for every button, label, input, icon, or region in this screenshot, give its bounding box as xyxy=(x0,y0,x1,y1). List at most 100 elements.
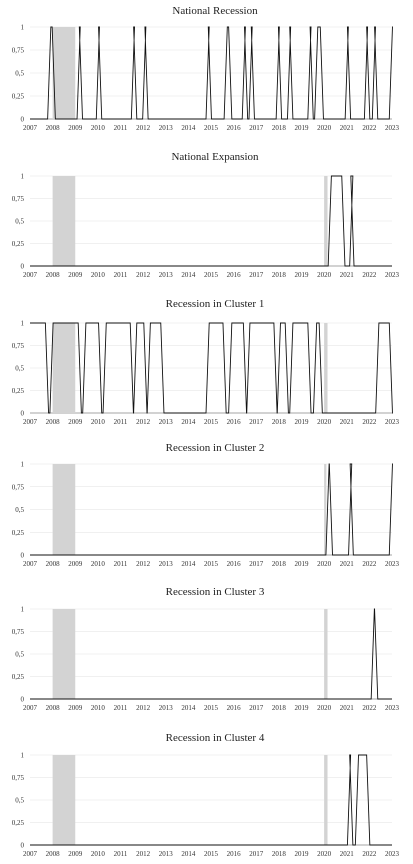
x-tick-label: 2008 xyxy=(46,704,61,712)
x-tick-label: 2012 xyxy=(136,418,151,426)
x-tick-label: 2011 xyxy=(114,271,128,279)
x-tick-label: 2022 xyxy=(362,418,377,426)
shaded-period xyxy=(324,609,328,699)
x-tick-label: 2007 xyxy=(23,850,38,858)
x-tick-label: 2008 xyxy=(46,560,61,568)
x-tick-label: 2021 xyxy=(340,704,355,712)
shaded-period xyxy=(324,323,328,413)
x-tick-label: 2014 xyxy=(181,124,196,132)
x-tick-label: 2013 xyxy=(159,850,174,858)
series-line-1 xyxy=(30,463,393,556)
x-tick-label: 2016 xyxy=(227,560,242,568)
chart-panel-4: Recession in Cluster 2 0 0,25 0,5 0,75 1 2007 2… xyxy=(12,442,400,568)
x-tick-label: 2020 xyxy=(317,418,332,426)
x-tick-label: 2007 xyxy=(23,124,38,132)
series-line-1 xyxy=(30,26,393,120)
x-tick-label: 2011 xyxy=(114,704,128,712)
shaded-period xyxy=(52,27,76,119)
x-tick-label: 2010 xyxy=(91,560,106,568)
x-tick-label: 2013 xyxy=(159,271,174,279)
x-tick-label: 2021 xyxy=(340,560,355,568)
x-tick-label: 2020 xyxy=(317,271,332,279)
x-tick-label: 2015 xyxy=(204,271,219,279)
y-tick-label: 1 xyxy=(21,24,25,32)
x-tick-label: 2012 xyxy=(136,560,151,568)
x-tick-label: 2022 xyxy=(362,271,377,279)
x-tick-label: 2021 xyxy=(340,850,355,858)
x-tick-label: 2016 xyxy=(227,271,242,279)
y-tick-label: 0,75 xyxy=(12,483,25,491)
x-tick-label: 2019 xyxy=(295,560,310,568)
chart-panel-6: Recession in Cluster 4 0 0,25 0,5 0,75 1 2007 2… xyxy=(12,732,400,858)
shaded-period xyxy=(52,464,76,555)
x-tick-label: 2015 xyxy=(204,418,219,426)
y-tick-label: 0,5 xyxy=(15,365,24,373)
y-tick-label: 0 xyxy=(21,116,25,124)
y-tick-label: 0 xyxy=(21,410,25,418)
y-tick-label: 0 xyxy=(21,696,25,704)
y-tick-label: 0,5 xyxy=(15,218,24,226)
x-tick-label: 2013 xyxy=(159,560,174,568)
y-tick-label: 0,25 xyxy=(12,819,25,827)
x-tick-label: 2018 xyxy=(272,850,287,858)
x-tick-label: 2023 xyxy=(385,850,400,858)
y-tick-label: 0,5 xyxy=(15,797,24,805)
x-tick-label: 2007 xyxy=(23,560,38,568)
x-tick-label: 2018 xyxy=(272,560,287,568)
y-tick-label: 0,25 xyxy=(12,240,25,248)
y-tick-label: 0,75 xyxy=(12,628,25,636)
x-tick-label: 2011 xyxy=(114,850,128,858)
x-tick-label: 2007 xyxy=(23,418,38,426)
x-tick-label: 2023 xyxy=(385,124,400,132)
y-tick-label: 0,75 xyxy=(12,195,25,203)
x-tick-label: 2019 xyxy=(295,850,310,858)
y-tick-label: 0,75 xyxy=(12,342,25,350)
x-tick-label: 2020 xyxy=(317,850,332,858)
chart-title: National Expansion xyxy=(171,151,259,163)
x-tick-label: 2019 xyxy=(295,418,310,426)
x-tick-label: 2017 xyxy=(249,418,264,426)
x-tick-label: 2016 xyxy=(227,704,242,712)
x-tick-label: 2016 xyxy=(227,124,242,132)
x-tick-label: 2020 xyxy=(317,124,332,132)
x-tick-label: 2017 xyxy=(249,560,264,568)
x-tick-label: 2008 xyxy=(46,271,61,279)
y-tick-label: 1 xyxy=(21,461,25,469)
x-tick-label: 2022 xyxy=(362,704,377,712)
y-tick-label: 1 xyxy=(21,173,25,181)
series-line-1 xyxy=(30,608,392,700)
x-tick-label: 2009 xyxy=(68,560,83,568)
series-line-1 xyxy=(30,754,392,846)
chart-panel-2: National Expansion 0 0,25 0,5 0,75 1 2007 2008 2… xyxy=(12,151,400,279)
x-tick-label: 2011 xyxy=(114,124,128,132)
chart-panel-1: National Recession 0 0,25 0,5 0,75 1 2007 2008 2… xyxy=(12,5,400,132)
x-tick-label: 2018 xyxy=(272,271,287,279)
x-tick-label: 2012 xyxy=(136,271,151,279)
chart-title: Recession in Cluster 2 xyxy=(166,442,265,454)
x-tick-label: 2014 xyxy=(181,418,196,426)
x-tick-label: 2021 xyxy=(340,418,355,426)
x-tick-label: 2017 xyxy=(249,271,264,279)
x-tick-label: 2010 xyxy=(91,850,106,858)
y-tick-label: 0,25 xyxy=(12,93,25,101)
y-tick-label: 1 xyxy=(21,752,25,760)
shaded-period xyxy=(324,755,328,845)
x-tick-label: 2012 xyxy=(136,124,151,132)
series-line-1 xyxy=(30,322,393,414)
x-tick-label: 2017 xyxy=(249,850,264,858)
series-line-1 xyxy=(30,175,392,267)
x-tick-label: 2013 xyxy=(159,124,174,132)
x-tick-label: 2013 xyxy=(159,704,174,712)
x-tick-label: 2010 xyxy=(91,704,106,712)
x-tick-label: 2008 xyxy=(46,418,61,426)
x-tick-label: 2016 xyxy=(227,850,242,858)
x-tick-label: 2009 xyxy=(68,124,83,132)
x-tick-label: 2015 xyxy=(204,560,219,568)
y-tick-label: 0 xyxy=(21,552,25,560)
shaded-period xyxy=(324,464,327,555)
y-tick-label: 0,5 xyxy=(15,651,24,659)
chart-panel-5: Recession in Cluster 3 0 0,25 0,5 0,75 1 2007 2… xyxy=(12,586,400,712)
x-tick-label: 2010 xyxy=(91,124,106,132)
x-tick-label: 2023 xyxy=(385,271,400,279)
